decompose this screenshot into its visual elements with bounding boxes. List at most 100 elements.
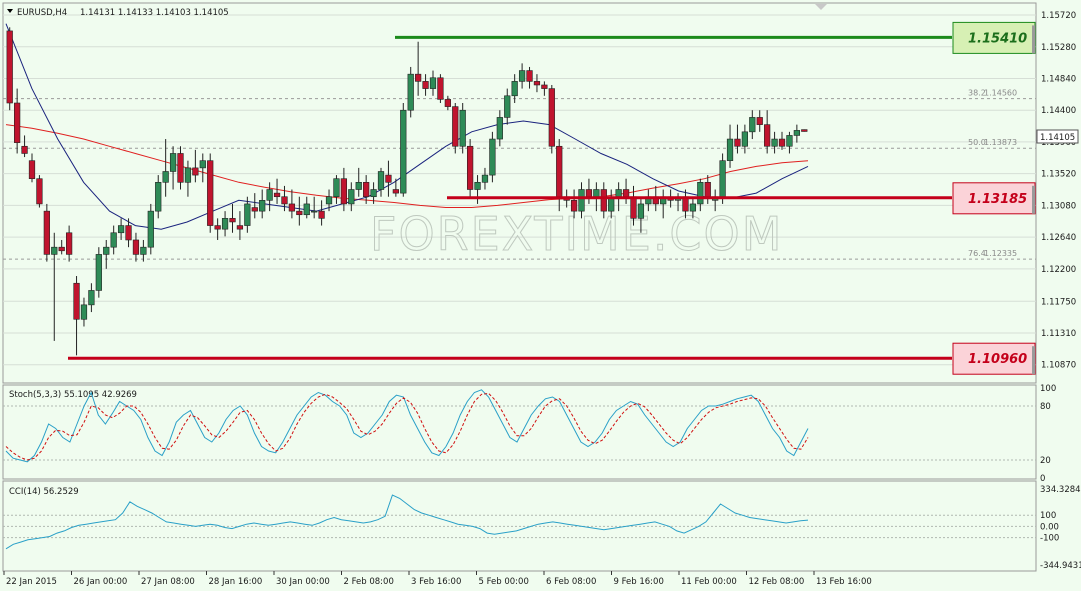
candle-body [43, 210, 50, 255]
candle-body [244, 203, 251, 226]
candle-body [21, 145, 28, 154]
level-box-shadow [1032, 346, 1035, 375]
candle-body [80, 304, 88, 320]
candle-body [281, 196, 288, 205]
candle-body [593, 189, 600, 198]
fib-percent: 50.0 [968, 138, 986, 147]
candle-body [541, 84, 548, 89]
level-lines: 1.15410 1.13185 1.10960 [68, 21, 1036, 375]
candle-body [526, 70, 533, 82]
candle-body [192, 167, 199, 176]
candle-body [511, 81, 518, 97]
candle-body [259, 200, 266, 212]
candle-body [355, 182, 362, 190]
price-tick: 1.12640 [1041, 233, 1076, 243]
candle-body [622, 189, 630, 198]
cci-tick: -100 [1040, 534, 1059, 544]
candle-body [333, 178, 340, 198]
time-tick: 3 Feb 16:00 [411, 577, 461, 587]
current-price-box [1036, 129, 1079, 144]
time-tick: 12 Feb 08:00 [749, 577, 805, 587]
candle-body [162, 171, 169, 183]
candle-body [578, 189, 585, 212]
level-box [952, 21, 1036, 54]
price-tick: 1.10870 [1041, 361, 1076, 371]
candle-body [481, 174, 489, 183]
level-box [952, 182, 1036, 215]
scroll-marker-icon[interactable] [815, 4, 827, 10]
candle-body [400, 109, 407, 194]
candle-body [325, 196, 333, 205]
candle-body [377, 171, 385, 190]
candle-body [51, 246, 58, 255]
candle-body [370, 189, 377, 198]
candle-body [184, 167, 192, 183]
time-tick: 30 Jan 00:00 [276, 577, 330, 587]
candle-body [6, 30, 13, 104]
candle-body [266, 189, 273, 201]
candle-body [155, 182, 162, 212]
candle-body [429, 77, 437, 89]
candle-body [548, 88, 555, 147]
price-tick: 1.15720 [1041, 11, 1076, 21]
price-axis: 1.157201.152801.148401.144001.139601.135… [1041, 11, 1076, 371]
candle-body [734, 138, 741, 147]
candle-body [125, 225, 132, 241]
candle-body [726, 138, 734, 161]
level-box-shadow [1032, 185, 1035, 214]
level-label: 1.10960 [968, 352, 1027, 367]
stoch-grid: 100 80 20 0 [3, 384, 1056, 484]
candles [6, 27, 808, 356]
candle-body [801, 129, 808, 132]
price-tick: 1.12200 [1041, 265, 1076, 275]
dropdown-triangle-icon[interactable] [7, 9, 13, 13]
candle-body [518, 70, 526, 82]
time-tick: 28 Jan 16:00 [209, 577, 263, 587]
candle-body [65, 232, 73, 255]
candle-body [132, 239, 140, 255]
time-tick: 11 Feb 00:00 [681, 577, 737, 587]
price-tick: 1.14400 [1041, 106, 1076, 116]
candle-body [199, 160, 206, 169]
fibonacci-levels: 38.21.14560 50.01.13873 76.41.12335 [3, 89, 1036, 260]
fib-percent: 76.4 [968, 249, 986, 258]
candle-body [207, 160, 214, 226]
time-tick: 13 Feb 16:00 [816, 577, 872, 587]
stoch-main-line [5, 389, 809, 463]
candle-body [88, 290, 95, 306]
cci-line [5, 494, 809, 550]
current-price-label: 1.14105 [1040, 133, 1075, 143]
candle-body [415, 73, 422, 82]
candle-body [251, 207, 258, 212]
candle-body [585, 189, 593, 198]
candle-body [437, 77, 444, 100]
candle-body [615, 189, 622, 198]
time-tick: 2 Feb 08:00 [344, 577, 394, 587]
candle-body [793, 130, 800, 136]
candle-body [459, 109, 466, 147]
price-pane [2, 2, 1037, 384]
time-tick: 5 Feb 00:00 [479, 577, 529, 587]
candle-body [466, 145, 474, 190]
price-tick: 1.14840 [1041, 74, 1076, 84]
candle-body [533, 81, 541, 86]
candle-body [177, 153, 184, 183]
candle-body [273, 192, 281, 198]
moving-averages [5, 23, 809, 230]
price-tick: 1.15280 [1041, 43, 1076, 53]
candle-body [496, 117, 503, 140]
candle-body [385, 174, 392, 183]
candle-body [697, 182, 704, 205]
cci-path [5, 494, 809, 550]
fib-price: 1.14560 [984, 89, 1017, 98]
price-tick: 1.13520 [1041, 170, 1076, 180]
candle-body [340, 178, 348, 205]
time-tick: 6 Feb 08:00 [546, 577, 596, 587]
stoch-lines [5, 389, 809, 463]
candle-body [771, 138, 778, 147]
candle-body [140, 246, 147, 255]
fib-price: 1.12335 [984, 249, 1017, 258]
candle-body [363, 182, 370, 198]
candle-body [778, 138, 786, 147]
